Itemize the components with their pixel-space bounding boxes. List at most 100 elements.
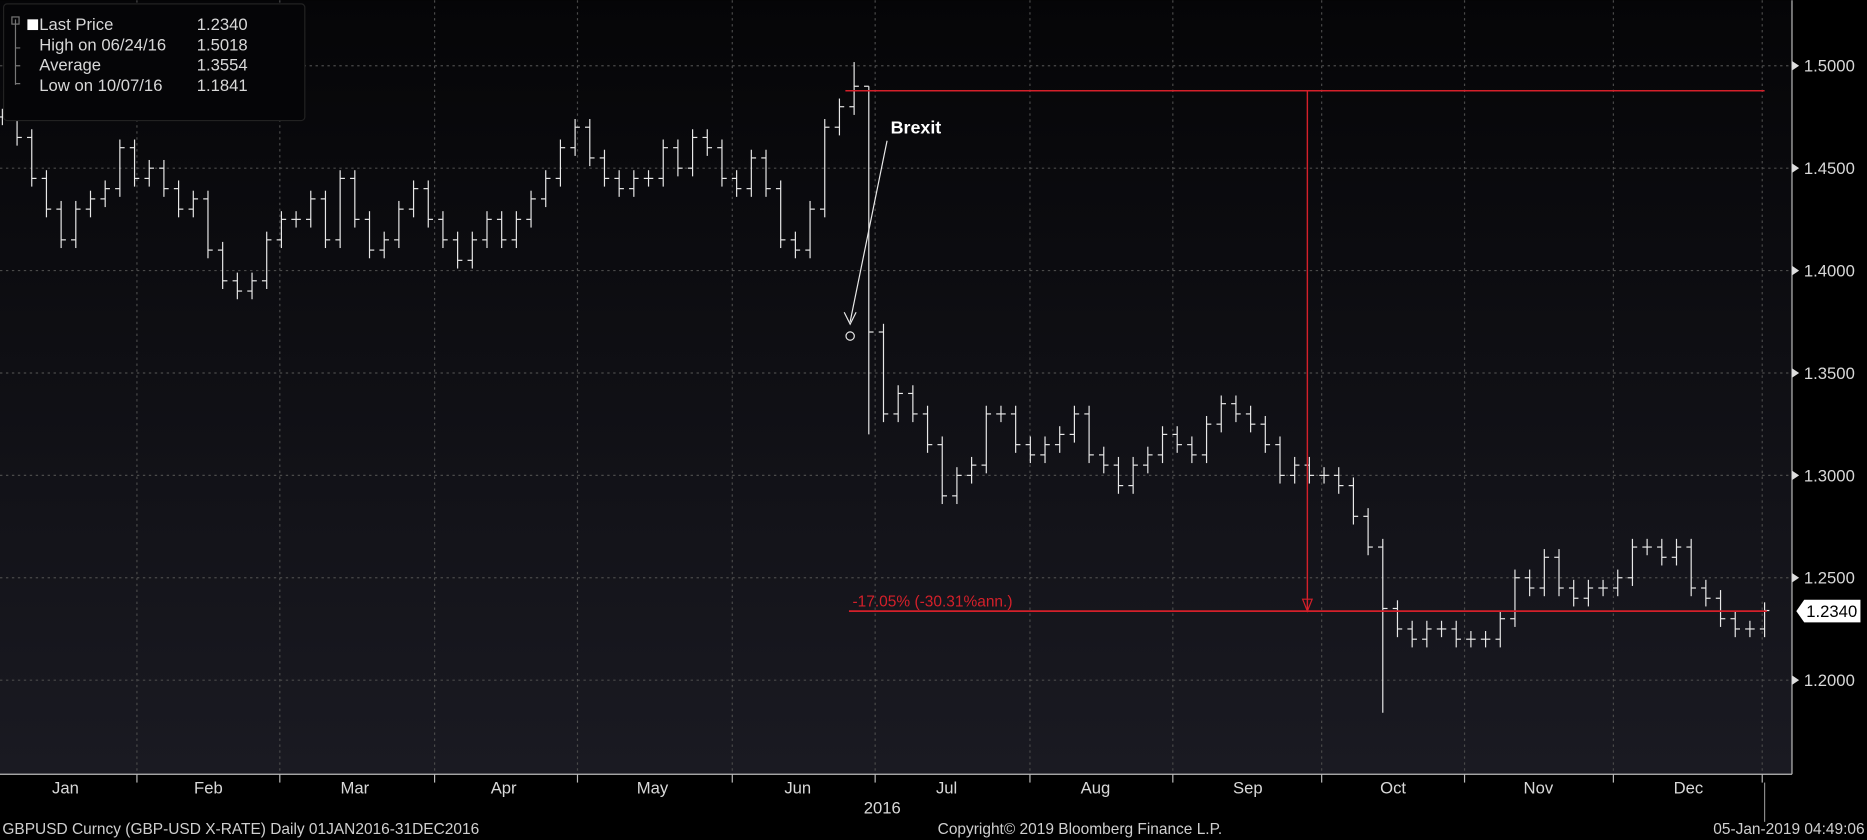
price-bar	[761, 149, 771, 197]
footer-copyright: Copyright© 2019 Bloomberg Finance L.P.	[938, 821, 1223, 838]
price-bar	[540, 170, 551, 208]
x-tick-label: Dec	[1674, 778, 1704, 797]
price-bar	[937, 436, 947, 505]
price-bar	[159, 159, 169, 197]
price-bar	[1598, 579, 1608, 597]
y-tick-label: 1.4500	[1804, 159, 1855, 178]
price-bar	[1187, 436, 1197, 464]
price-bar	[1040, 436, 1050, 464]
price-bar	[496, 211, 507, 249]
last-price-tag: 1.2340	[1794, 598, 1862, 624]
price-bar	[599, 149, 610, 187]
price-bar	[276, 211, 287, 249]
price-bar	[570, 119, 580, 156]
price-bar	[1289, 456, 1300, 484]
price-bar	[1671, 538, 1682, 566]
x-tick-label: Feb	[194, 778, 223, 797]
price-bar	[1113, 456, 1124, 494]
price-bar	[805, 200, 815, 259]
price-bar	[173, 180, 184, 218]
price-bar	[1407, 620, 1417, 648]
legend-last-price-label: Last Price	[39, 15, 113, 34]
price-bar	[981, 405, 992, 474]
price-bar	[922, 405, 933, 453]
y-tick-mark	[1791, 368, 1800, 378]
y-tick-label: 1.3500	[1804, 364, 1855, 383]
price-bar	[658, 139, 668, 187]
price-bar	[996, 405, 1006, 423]
price-bar	[1143, 446, 1153, 474]
price-bar	[129, 139, 140, 187]
price-bar	[423, 180, 434, 228]
y-tick-mark	[1791, 265, 1800, 276]
price-bar	[1201, 415, 1212, 464]
price-bar	[438, 211, 448, 249]
price-bar	[1715, 590, 1726, 627]
legend-last-price-value: 1.2340	[197, 15, 248, 34]
x-tick-label: Oct	[1380, 778, 1406, 797]
brexit-arrow-line	[849, 140, 888, 322]
price-bar	[1128, 456, 1138, 494]
price-bar	[100, 180, 110, 208]
price-bar	[1451, 620, 1461, 648]
price-bar	[1231, 395, 1241, 423]
price-bar	[1642, 538, 1652, 556]
y-tick-label: 1.2000	[1804, 671, 1855, 690]
legend-high-value: 1.5018	[197, 35, 248, 54]
price-bar	[1157, 426, 1168, 464]
price-bar	[1510, 569, 1520, 627]
brexit-arrow-head-icon	[843, 311, 857, 326]
legend-average-value: 1.3554	[197, 56, 248, 75]
price-bar	[247, 272, 257, 300]
legend-average-label: Average	[39, 56, 101, 75]
price-bar	[1701, 579, 1711, 607]
price-bar	[203, 190, 213, 259]
price-bar	[1495, 610, 1506, 648]
price-bar	[306, 190, 316, 228]
price-bar	[878, 323, 889, 423]
price-bar	[775, 180, 786, 249]
price-bar	[1524, 569, 1535, 597]
price-bar	[1216, 395, 1227, 433]
y-tick-label: 1.4000	[1804, 262, 1855, 281]
price-bar	[511, 211, 522, 249]
y-tick-mark	[1791, 675, 1800, 685]
price-bar	[1054, 426, 1065, 453]
price-bar	[394, 200, 404, 249]
plot-background	[0, 0, 1792, 775]
x-tick-label: May	[637, 778, 669, 797]
price-bar	[217, 241, 228, 290]
price-bar	[364, 211, 375, 259]
price-bar	[819, 119, 830, 218]
price-bar	[1730, 610, 1740, 638]
price-bar	[1363, 508, 1373, 556]
svg-text:1.2340: 1.2340	[1806, 602, 1857, 621]
price-bar	[335, 170, 345, 249]
price-bar	[452, 231, 463, 269]
price-bar	[966, 456, 977, 484]
x-axis-year-label: 2016	[864, 799, 901, 818]
price-bar	[1084, 405, 1094, 464]
price-bar	[1745, 620, 1755, 638]
price-bar	[1010, 405, 1021, 453]
y-tick-label: 1.5000	[1804, 57, 1855, 76]
price-bar	[643, 170, 654, 187]
price-bar	[26, 129, 37, 187]
price-bar	[1466, 631, 1476, 648]
last-price-swatch-icon	[27, 19, 39, 31]
price-bar	[1554, 549, 1564, 597]
legend-low-value: 1.1841	[197, 76, 248, 95]
x-tick-label: Nov	[1524, 778, 1554, 797]
price-bar	[673, 139, 683, 177]
price-bar	[188, 190, 199, 218]
price-bar	[85, 190, 96, 218]
price-bar	[1378, 538, 1388, 713]
price-bar	[790, 231, 801, 259]
price-bar	[908, 385, 918, 423]
x-tick-label: Jan	[52, 778, 79, 797]
footer-timestamp: 05-Jan-2019 04:49:06	[1713, 821, 1864, 838]
price-bar	[1568, 579, 1579, 607]
price-bar	[687, 129, 698, 177]
price-bar	[893, 385, 903, 423]
